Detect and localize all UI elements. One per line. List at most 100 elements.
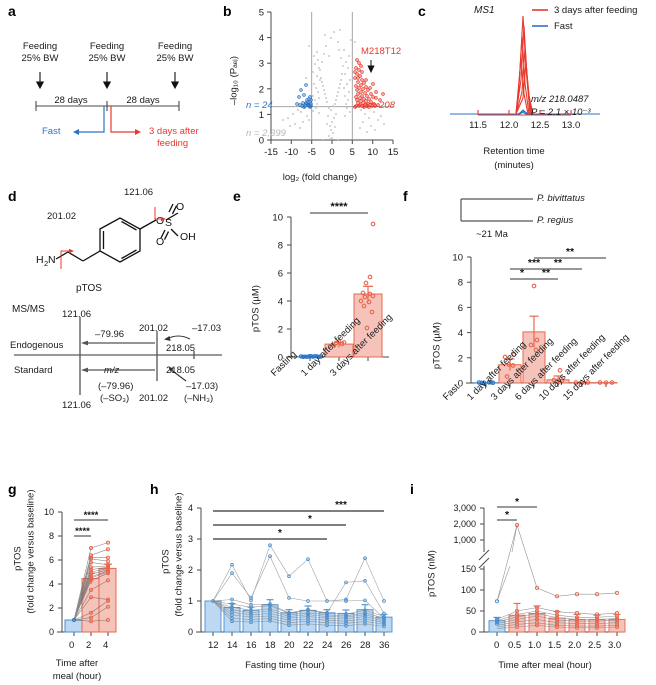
msms-bot-loss-1b: (–SO₃) [100, 393, 130, 404]
svg-text:0: 0 [471, 627, 476, 637]
svg-text:5: 5 [259, 8, 264, 19]
panel-g-xlabel-line2: meal (hour) [52, 671, 102, 682]
panel-h-xlabel: Fasting time (hour) [245, 660, 325, 671]
svg-text:13.0: 13.0 [562, 120, 581, 131]
feeding-label-2-line1: Feeding [89, 41, 125, 52]
panel-h-xtick-8: 28 [360, 640, 371, 651]
svg-text:****: **** [84, 510, 99, 521]
svg-text:N: N [48, 254, 56, 266]
panel-b-ylabel: –log₁₀ (Pₐₑⱼ) [228, 56, 240, 106]
taxon-label-1: P. bivittatus [537, 193, 585, 204]
svg-text:H: H [36, 254, 44, 266]
svg-text:2: 2 [44, 259, 48, 268]
svg-text:3,000: 3,000 [453, 503, 476, 513]
msms-top-right-mass: 218.05 [166, 343, 196, 354]
svg-text:10: 10 [452, 253, 463, 264]
feeding-label-1-line2: 25% BW [21, 53, 59, 64]
svg-text:O: O [156, 215, 164, 227]
msms-row-standard: Standard [14, 365, 53, 376]
svg-text:*: * [520, 267, 525, 279]
panel-e-barchart: 0 2 4 6 8 10 [272, 201, 389, 364]
panel-i-xtick-6: 3.0 [608, 640, 622, 651]
feeding-label-2-line2: 25% BW [88, 53, 126, 64]
panel-f-barchart: 0 2 4 6 8 10 [452, 246, 618, 390]
svg-text:8: 8 [458, 278, 463, 289]
panel-b-label: b [223, 3, 232, 19]
svg-text:0: 0 [458, 379, 463, 390]
svg-text:15: 15 [388, 147, 399, 158]
svg-text:3: 3 [259, 59, 264, 70]
svg-text:8: 8 [49, 531, 54, 541]
feeding-label-3-line2: 25% BW [156, 53, 194, 64]
msms-title: MS/MS [12, 304, 45, 315]
svg-text:4: 4 [49, 579, 54, 589]
panel-i-label: i [410, 481, 414, 497]
svg-text:4: 4 [259, 33, 264, 44]
ms1-title: MS1 [474, 5, 495, 16]
panel-h-xtick-4: 20 [284, 640, 295, 651]
panel-i-barchart: 3,000 2,000 1,000 0 50 100 150 [453, 496, 626, 637]
svg-text:0: 0 [49, 627, 54, 637]
taxon-label-2: P. regius [537, 215, 574, 226]
svg-text:4: 4 [188, 503, 193, 513]
panel-g-xlabel-line1: Time after [55, 658, 99, 669]
panel-c-label: c [418, 3, 426, 19]
msms-bot-mid-mass: 201.02 [139, 393, 169, 404]
panel-c-xlabel-line1: Retention time [483, 146, 545, 157]
ptos-name: pTOS [76, 283, 102, 294]
panel-b-volcano: 0 1 2 3 4 5 -15 -10 -5 0 5 10 15 [259, 8, 399, 159]
panel-e-label: e [233, 188, 241, 204]
svg-text:**: ** [542, 267, 551, 279]
svg-text:O: O [156, 236, 164, 248]
svg-text:4: 4 [458, 328, 463, 339]
svg-text:6: 6 [458, 303, 463, 314]
structure-mass-right: 121.06 [124, 187, 154, 198]
svg-text:-10: -10 [284, 147, 298, 158]
fed-label-line1: 3 days after [149, 126, 199, 137]
svg-text:0: 0 [329, 147, 334, 158]
svg-text:*: * [278, 528, 282, 539]
svg-text:O: O [176, 201, 184, 213]
interval-label-1: 28 days [54, 95, 88, 106]
panel-d-label: d [8, 188, 17, 204]
feature-label: M218T12 [361, 46, 402, 57]
svg-text:4: 4 [278, 297, 283, 308]
svg-text:50: 50 [466, 606, 476, 616]
panel-h-label: h [150, 481, 159, 497]
svg-text:*: * [505, 509, 510, 521]
svg-text:2: 2 [458, 353, 463, 364]
svg-text:*: * [308, 514, 312, 525]
msms-top-mid-mass: 201.02 [139, 323, 169, 334]
panel-c-xlabel-line2: (minutes) [494, 160, 534, 171]
mz-annotation-text: m/z 218.0487 [531, 94, 589, 105]
svg-text:**: ** [554, 257, 563, 269]
structure-mass-left: 201.02 [47, 211, 77, 222]
panel-g-barchart: 0 2 4 6 8 10 [44, 507, 117, 637]
svg-text:10: 10 [44, 507, 54, 517]
svg-text:12.5: 12.5 [531, 120, 550, 131]
panel-h-xtick-9: 36 [379, 640, 390, 651]
svg-text:2,000: 2,000 [453, 519, 476, 529]
panel-h-xtick-0: 12 [208, 640, 219, 651]
panel-h-xtick-6: 24 [322, 640, 333, 651]
p-annotation: P = 2.1 × 10⁻³ [531, 107, 591, 118]
svg-text:*: * [515, 496, 520, 508]
fed-label-line2: feeding [157, 138, 189, 149]
svg-text:0: 0 [188, 627, 193, 637]
panel-f: f P. bivittatus P. regius ~21 Ma pTOS (µ… [395, 185, 656, 470]
svg-text:1: 1 [259, 110, 264, 121]
panel-c-chromatogram: 11.5 12.0 12.5 13.0 [450, 15, 600, 131]
svg-text:6: 6 [278, 269, 283, 280]
panel-h-xtick-5: 22 [303, 640, 314, 651]
svg-text:100: 100 [461, 585, 476, 595]
msms-bot-right-mass: 218.05 [166, 365, 196, 376]
svg-text:5: 5 [350, 147, 355, 158]
panel-f-label: f [403, 188, 408, 204]
svg-text:0: 0 [278, 353, 283, 364]
svg-text:10: 10 [367, 147, 378, 158]
fast-label: Fast [42, 126, 61, 137]
legend-label-fed: 3 days after feeding [554, 5, 638, 16]
